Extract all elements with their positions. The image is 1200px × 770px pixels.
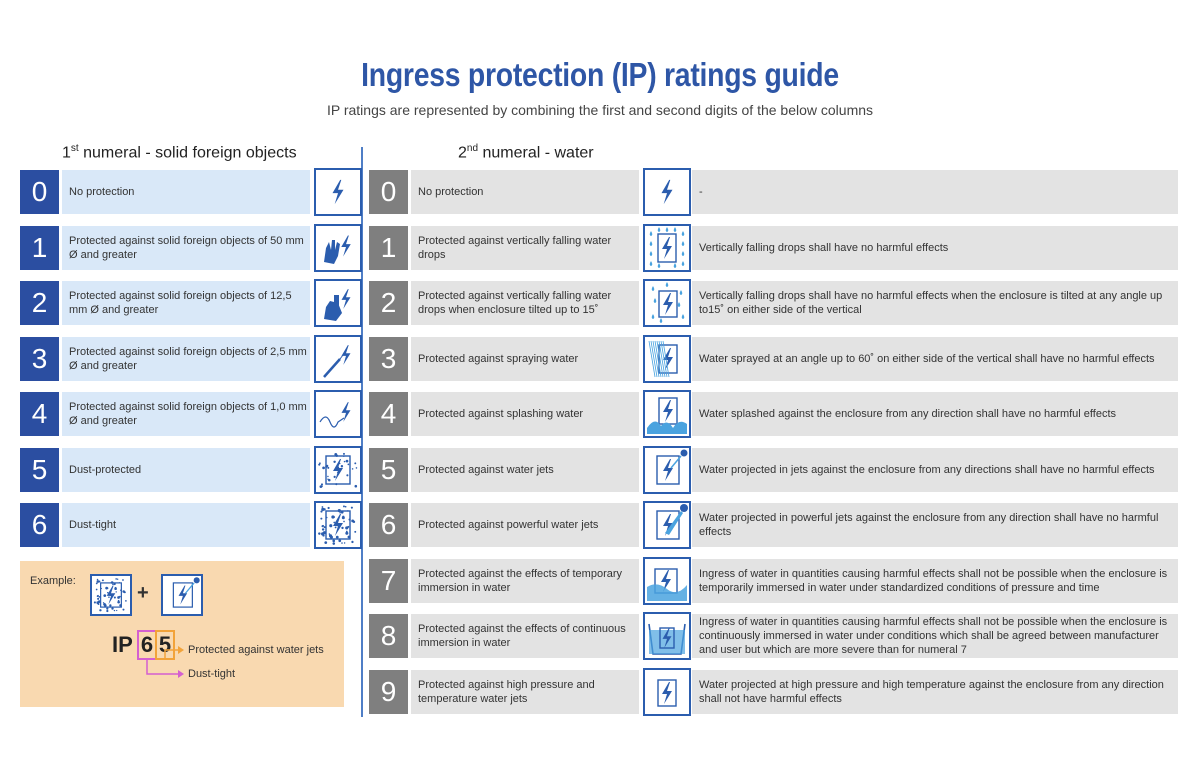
water-detail: Vertically falling drops shall have no h…: [692, 225, 1178, 270]
water-row: 4 Protected against splashing water Water …: [369, 390, 1179, 438]
dust-tight-icon: [314, 501, 362, 549]
solids-row: 6 Dust-tight: [20, 501, 362, 549]
lightning-only-icon: [314, 168, 362, 216]
dust-tight-icon: [90, 574, 132, 616]
water-detail: Water projected in powerful jets against…: [692, 503, 1178, 547]
water-digit: 1: [369, 225, 408, 270]
page-title: Ingress protection (IP) ratings guide: [361, 56, 839, 93]
water-description: Protected against the effects of continu…: [411, 614, 639, 658]
solids-digit: 2: [20, 281, 59, 325]
solids-description: Dust-tight: [62, 503, 310, 547]
solids-description: Protected against solid foreign objects …: [62, 281, 310, 325]
water-row: 5 Protected against water jets Water proje…: [369, 445, 1179, 494]
connector-lines: [146, 646, 184, 678]
water-detail: Water sprayed at an angle up to 60˚ on e…: [692, 336, 1178, 381]
page-subtitle: IP ratings are represented by combining …: [326, 102, 874, 118]
dust-protected-icon: [314, 445, 362, 494]
water-description: No protection: [411, 170, 639, 214]
solids-digit: 4: [20, 392, 59, 436]
splash-icon: [643, 390, 691, 438]
water-detail: Vertically falling drops shall have no h…: [692, 281, 1178, 325]
solids-description: Protected against solid foreign objects …: [62, 392, 310, 436]
jet-icon: [643, 445, 691, 494]
plus-sign: +: [137, 582, 149, 604]
solids-digit: 1: [20, 225, 59, 270]
temporary-immersion-icon: [643, 556, 691, 605]
water-digit: 2: [369, 281, 408, 325]
water-digit: 9: [369, 669, 408, 714]
solids-row: 1 Protected against solid foreign objects…: [20, 223, 362, 272]
water-digit: 7: [369, 558, 408, 603]
water-description: Protected against water jets: [411, 447, 639, 492]
water-detail: Ingress of water in quantities causing h…: [692, 558, 1178, 603]
wire-icon: [314, 390, 362, 438]
solids-description: Protected against solid foreign objects …: [62, 336, 310, 381]
water-detail: Water projected at high pressure and hig…: [692, 669, 1178, 714]
solids-description: No protection: [62, 170, 310, 214]
solids-row: 5 Dust-protected: [20, 445, 362, 494]
solids-row: 3 Protected against solid foreign objects…: [20, 334, 362, 383]
example-label: Example:: [30, 575, 76, 587]
high-pressure-icon: [643, 667, 691, 716]
water-description: Protected against spraying water: [411, 336, 639, 381]
solids-digit: 3: [20, 336, 59, 381]
water-digit: 4: [369, 392, 408, 436]
water-row: 7 Protected against the effects of tempor…: [369, 556, 1179, 605]
water-row: 9 Protected against high pressure and tem…: [369, 667, 1179, 716]
solids-row: 0 No protection: [20, 168, 362, 216]
water-row: 0 No protection -: [369, 168, 1179, 216]
water-digit: 0: [369, 170, 408, 214]
spray-icon: [643, 334, 691, 383]
water-row: 2 Protected against vertically falling wa…: [369, 279, 1179, 327]
water-row: 6 Protected against powerful water jets Wa…: [369, 501, 1179, 549]
water-heading: 2nd numeral - water: [458, 143, 594, 162]
solids-digit: 6: [20, 503, 59, 547]
solids-row: 4 Protected against solid foreign objects…: [20, 390, 362, 438]
ip-prefix: IP: [112, 632, 133, 657]
lightning-only-icon: [643, 168, 691, 216]
second-digit-meaning: Protected against water jets: [188, 644, 324, 656]
solids-digit: 0: [20, 170, 59, 214]
tool-icon: [314, 334, 362, 383]
solids-row: 2 Protected against solid foreign objects…: [20, 279, 362, 327]
hand-icon: [314, 223, 362, 272]
column-divider: [361, 147, 363, 717]
solids-digit: 5: [20, 447, 59, 492]
water-row: 1 Protected against vertically falling wa…: [369, 223, 1179, 272]
solids-description: Protected against solid foreign objects …: [62, 225, 310, 270]
solids-heading: 1st numeral - solid foreign objects: [62, 143, 297, 162]
finger-icon: [314, 279, 362, 327]
water-row: 3 Protected against spraying water Water s…: [369, 334, 1179, 383]
water-digit: 8: [369, 614, 408, 658]
solids-description: Dust-protected: [62, 447, 310, 492]
jet-icon: [161, 574, 203, 616]
water-description: Protected against splashing water: [411, 392, 639, 436]
tilted-drops-icon: [643, 279, 691, 327]
water-digit: 6: [369, 503, 408, 547]
water-row: 8 Protected against the effects of contin…: [369, 612, 1179, 660]
powerful-jet-icon: [643, 501, 691, 549]
water-detail: Ingress of water in quantities causing h…: [692, 614, 1178, 658]
water-description: Protected against vertically falling wat…: [411, 225, 639, 270]
water-description: Protected against powerful water jets: [411, 503, 639, 547]
falling-drops-icon: [643, 223, 691, 272]
water-detail: Water projected in jets against the encl…: [692, 447, 1178, 492]
example-panel: Example: + IP 6 5 Protected against wate…: [20, 561, 344, 707]
water-detail: Water splashed against the enclosure fro…: [692, 392, 1178, 436]
water-detail: -: [692, 170, 1178, 214]
water-description: Protected against vertically falling wat…: [411, 281, 639, 325]
first-digit-meaning: Dust-tight: [188, 668, 236, 680]
water-description: Protected against the effects of tempora…: [411, 558, 639, 603]
continuous-immersion-icon: [643, 612, 691, 660]
water-description: Protected against high pressure and temp…: [411, 669, 639, 714]
water-digit: 3: [369, 336, 408, 381]
water-digit: 5: [369, 447, 408, 492]
